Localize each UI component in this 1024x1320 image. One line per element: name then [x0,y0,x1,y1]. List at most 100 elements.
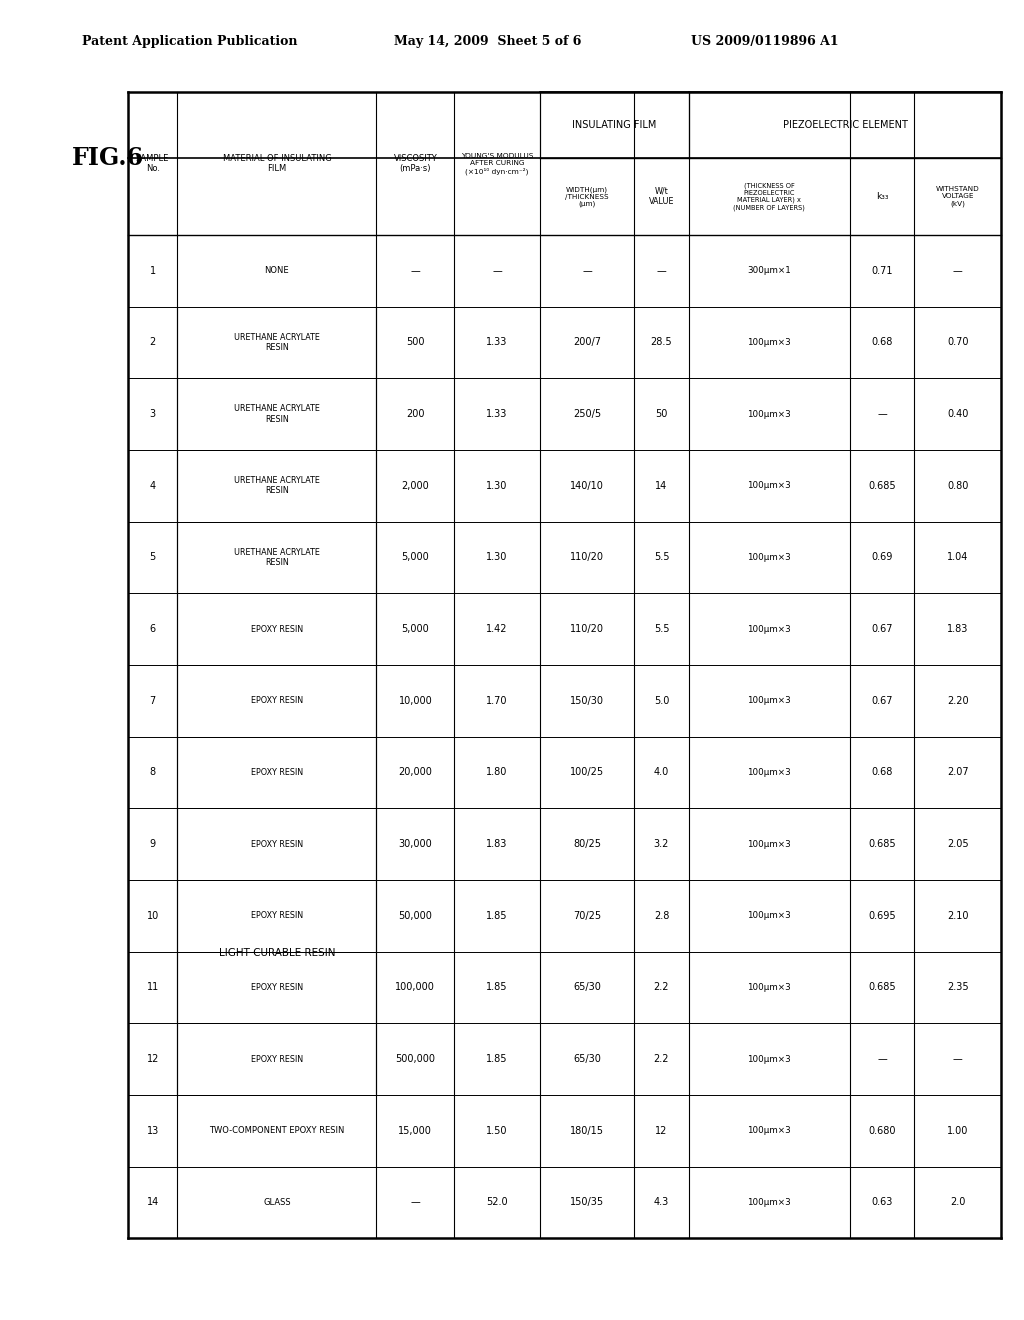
Text: URETHANE ACRYLATE
RESIN: URETHANE ACRYLATE RESIN [233,548,319,568]
Text: 1.83: 1.83 [947,624,969,634]
Text: 2.8: 2.8 [653,911,669,921]
Text: 0.685: 0.685 [868,480,896,491]
Text: PIEZOELECTRIC ELEMENT: PIEZOELECTRIC ELEMENT [782,120,907,131]
Text: 10: 10 [146,911,159,921]
Text: 52.0: 52.0 [486,1197,508,1208]
Text: 300μm×1: 300μm×1 [748,267,791,276]
Text: —: — [878,1053,887,1064]
Text: —: — [953,1053,963,1064]
Text: May 14, 2009  Sheet 5 of 6: May 14, 2009 Sheet 5 of 6 [394,34,582,48]
Text: —: — [656,265,667,276]
Text: US 2009/0119896 A1: US 2009/0119896 A1 [691,34,839,48]
Text: —: — [583,265,592,276]
Text: 100μm×3: 100μm×3 [748,338,791,347]
Text: EPOXY RESIN: EPOXY RESIN [251,696,303,705]
Text: 110/20: 110/20 [570,624,604,634]
Text: 0.80: 0.80 [947,480,969,491]
Text: —: — [411,265,420,276]
Text: 4.0: 4.0 [654,767,669,777]
Text: 100μm×3: 100μm×3 [748,624,791,634]
Text: 200: 200 [407,409,425,420]
Text: 100/25: 100/25 [570,767,604,777]
Text: 2,000: 2,000 [401,480,429,491]
Text: 0.68: 0.68 [871,767,893,777]
Text: URETHANE ACRYLATE
RESIN: URETHANE ACRYLATE RESIN [233,477,319,495]
Text: 1.70: 1.70 [486,696,508,706]
Text: 150/30: 150/30 [570,696,604,706]
Text: MATERIAL OF INSULATING
FILM: MATERIAL OF INSULATING FILM [222,154,332,173]
Text: 0.63: 0.63 [871,1197,893,1208]
Text: 2.2: 2.2 [653,982,670,993]
Text: 0.685: 0.685 [868,982,896,993]
Text: 1.80: 1.80 [486,767,508,777]
Text: 50,000: 50,000 [398,911,432,921]
Text: 100μm×3: 100μm×3 [748,983,791,991]
Text: 100,000: 100,000 [395,982,435,993]
Text: LIGHT CURABLE RESIN: LIGHT CURABLE RESIN [219,948,335,958]
Text: 7: 7 [150,696,156,706]
Text: 180/15: 180/15 [570,1126,604,1135]
Text: 3.2: 3.2 [653,840,669,849]
Text: 250/5: 250/5 [573,409,601,420]
Text: 2.10: 2.10 [947,911,969,921]
Text: 5.5: 5.5 [653,624,670,634]
Text: —: — [953,265,963,276]
Text: INSULATING FILM: INSULATING FILM [571,120,656,131]
Text: 28.5: 28.5 [650,338,673,347]
Text: 8: 8 [150,767,156,777]
Text: —: — [411,1197,420,1208]
Text: YOUNG'S MODULUS
AFTER CURING
(×10¹⁰ dyn·cm⁻²): YOUNG'S MODULUS AFTER CURING (×10¹⁰ dyn·… [461,153,534,174]
Text: 1.30: 1.30 [486,480,508,491]
Text: W/t
VALUE: W/t VALUE [649,187,674,206]
Text: 2.20: 2.20 [947,696,969,706]
Text: 5: 5 [150,552,156,562]
Text: 1.00: 1.00 [947,1126,969,1135]
Text: 1.50: 1.50 [486,1126,508,1135]
Text: 11: 11 [146,982,159,993]
Text: 2.2: 2.2 [653,1053,670,1064]
Text: 1.85: 1.85 [486,982,508,993]
Text: EPOXY RESIN: EPOXY RESIN [251,768,303,777]
Text: 0.70: 0.70 [947,338,969,347]
Text: 0.680: 0.680 [868,1126,896,1135]
Text: 140/10: 140/10 [570,480,604,491]
Text: 6: 6 [150,624,156,634]
Text: 0.71: 0.71 [871,265,893,276]
Text: k₃₃: k₃₃ [876,193,888,201]
Text: 12: 12 [146,1053,159,1064]
Text: 1.85: 1.85 [486,1053,508,1064]
Text: 70/25: 70/25 [573,911,601,921]
Text: 100μm×3: 100μm×3 [748,1055,791,1064]
Text: 13: 13 [146,1126,159,1135]
Text: EPOXY RESIN: EPOXY RESIN [251,911,303,920]
Text: 30,000: 30,000 [398,840,432,849]
Text: 2.05: 2.05 [947,840,969,849]
Text: 2.0: 2.0 [950,1197,966,1208]
Text: 65/30: 65/30 [573,982,601,993]
Text: 50: 50 [655,409,668,420]
Text: EPOXY RESIN: EPOXY RESIN [251,624,303,634]
Text: 100μm×3: 100μm×3 [748,482,791,490]
Text: 1.33: 1.33 [486,338,508,347]
Text: 1.30: 1.30 [486,552,508,562]
Text: EPOXY RESIN: EPOXY RESIN [251,840,303,849]
Text: 4.3: 4.3 [654,1197,669,1208]
Text: EPOXY RESIN: EPOXY RESIN [251,983,303,991]
Text: 100μm×3: 100μm×3 [748,553,791,562]
Text: 0.695: 0.695 [868,911,896,921]
Text: VISCOSITY
(mPa·s): VISCOSITY (mPa·s) [393,154,437,173]
Text: 3: 3 [150,409,156,420]
Text: 100μm×3: 100μm×3 [748,696,791,705]
Text: 100μm×3: 100μm×3 [748,768,791,777]
Text: 14: 14 [655,480,668,491]
Text: EPOXY RESIN: EPOXY RESIN [251,1055,303,1064]
Text: 5,000: 5,000 [401,624,429,634]
Text: TWO-COMPONENT EPOXY RESIN: TWO-COMPONENT EPOXY RESIN [209,1126,345,1135]
Text: 1.85: 1.85 [486,911,508,921]
Text: 2.07: 2.07 [947,767,969,777]
Text: 5,000: 5,000 [401,552,429,562]
Text: 9: 9 [150,840,156,849]
Text: 2: 2 [150,338,156,347]
Text: 100μm×3: 100μm×3 [748,1197,791,1206]
Text: WITHSTAND
VOLTAGE
(kV): WITHSTAND VOLTAGE (kV) [936,186,980,207]
